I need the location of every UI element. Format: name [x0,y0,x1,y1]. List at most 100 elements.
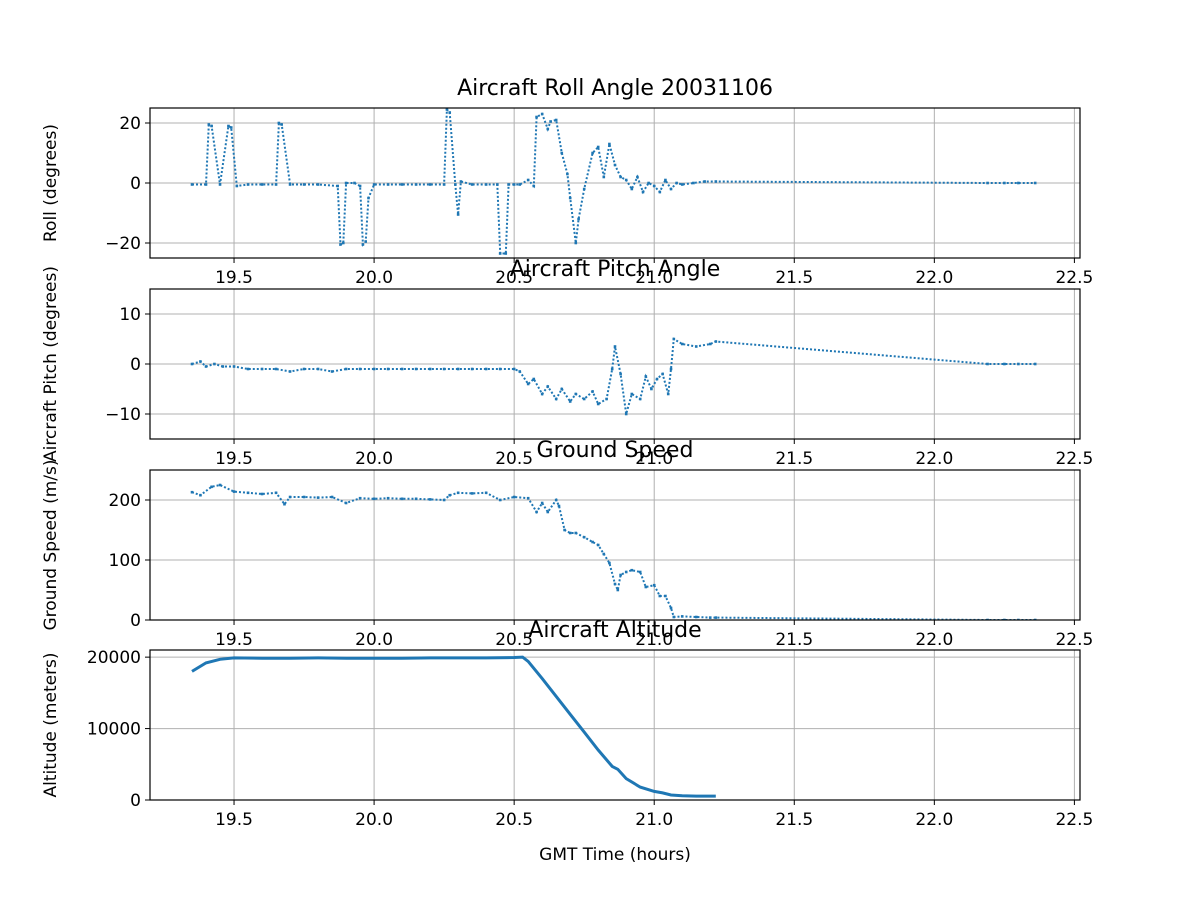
data-point [675,181,678,185]
x-tick-label: 21.0 [635,268,673,288]
data-point [652,583,656,587]
x-tick-label: 21.5 [775,810,813,830]
data-point [400,183,404,186]
data-point [358,496,362,500]
data-point [512,495,516,499]
data-point [613,582,617,586]
data-point [692,181,695,185]
data-point [246,491,250,495]
data-point [221,365,225,368]
x-tick-label: 20.0 [355,810,393,830]
data-point [199,360,202,363]
y-axis-label: Altitude (meters) [41,652,61,797]
data-point [484,491,488,495]
data-point [428,498,432,501]
data-point [353,181,356,185]
data-point [428,367,432,371]
data-point [330,495,334,499]
data-point [708,616,712,619]
data-point [986,181,989,185]
data-point [210,124,213,128]
data-point [283,502,286,506]
y-tick-label: 20000 [87,648,141,668]
data-point [666,392,670,396]
data-point [554,397,558,401]
data-point [532,184,536,188]
data-point [526,382,530,386]
data-point [330,370,334,373]
data-point [630,392,634,396]
data-point [227,124,230,128]
data-point [484,183,488,186]
x-tick-label: 22.0 [915,630,953,650]
data-point [582,187,586,191]
data-point [669,606,673,610]
data-point [619,372,622,376]
x-tick-label: 22.5 [1055,810,1093,830]
panel-title: Aircraft Roll Angle 20031106 [457,76,773,101]
data-point [498,252,502,255]
data-point [616,588,620,592]
data-point [199,493,202,497]
data-point [602,175,606,179]
data-point [232,365,236,368]
x-tick-label: 21.0 [635,630,673,650]
data-point [560,151,564,155]
data-point [459,180,463,183]
x-tick-label: 22.0 [915,810,953,830]
data-point [532,377,536,381]
data-point [630,568,634,572]
data-point [566,172,569,176]
data-point [260,367,264,371]
y-tick-label: 0 [130,174,141,194]
data-point [442,367,446,371]
data-point [274,491,278,495]
data-point [456,491,460,495]
data-point [1003,618,1006,620]
subplot-panels: 19.5 20.0 20.5 21.0 21.5 22.0 22.5 −20 0 20 Aircra… [41,76,1093,865]
data-point [344,181,348,185]
data-point [664,178,667,182]
data-point [574,392,578,396]
x-tick-label: 20.0 [355,449,393,469]
data-point [694,615,698,619]
data-point [596,145,600,149]
y-tick-label: 20 [119,114,141,134]
subplot-aircraft-pitch-angle: 19.5 20.0 20.5 21.0 21.5 22.0 22.5 −10 0 10 Aircra… [41,257,1093,469]
x-tick-label: 20.0 [355,268,393,288]
data-point [372,367,376,371]
data-point [554,118,558,122]
data-point [280,123,283,126]
data-point [638,570,642,574]
y-axis-label: Aircraft Pitch (degrees) [41,266,61,462]
data-point [1003,362,1006,366]
data-point [302,367,306,371]
data-point [316,183,320,186]
data-point [546,385,550,388]
data-point [470,367,474,371]
data-point [577,217,580,221]
data-point [428,183,432,186]
data-point [672,337,676,341]
data-point [442,498,446,502]
data-point [190,183,194,186]
data-point [1017,618,1020,620]
data-point [602,552,606,556]
y-tick-label: 0 [130,355,141,375]
data-point [507,183,510,186]
x-tick-label: 21.5 [775,630,813,650]
data-point [1003,181,1006,185]
data-point [498,498,502,502]
data-point [204,365,208,368]
data-point [658,190,662,194]
x-tick-label: 22.5 [1055,449,1093,469]
x-tick-label: 21.5 [775,449,813,469]
data-point [456,367,460,371]
subplot-ground-speed: 19.5 20.0 20.5 21.0 21.5 22.0 22.5 0 100 200 Groun… [41,438,1093,650]
x-axis-label: GMT Time (hours) [539,845,691,865]
series-line [191,337,1036,415]
data-point [470,492,474,495]
x-tick-label: 19.5 [215,810,253,830]
x-tick-label: 19.5 [215,268,253,288]
data-point [372,497,376,501]
